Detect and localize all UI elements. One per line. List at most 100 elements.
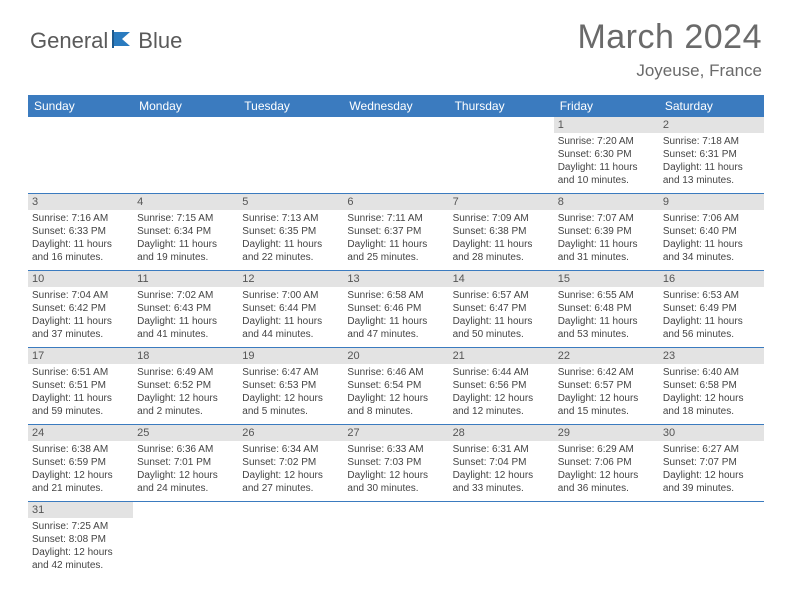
day-details: Sunrise: 6:40 AMSunset: 6:58 PMDaylight:…	[659, 364, 764, 420]
sunset-line: Sunset: 6:40 PM	[663, 225, 760, 238]
daylight2-line: and 24 minutes.	[137, 482, 234, 495]
daylight2-line: and 59 minutes.	[32, 405, 129, 418]
day-of-week-header: SundayMondayTuesdayWednesdayThursdayFrid…	[28, 95, 764, 117]
daylight2-line: and 2 minutes.	[137, 405, 234, 418]
sunset-line: Sunset: 6:58 PM	[663, 379, 760, 392]
daylight1-line: Daylight: 12 hours	[453, 469, 550, 482]
day-details: Sunrise: 6:47 AMSunset: 6:53 PMDaylight:…	[238, 364, 343, 420]
daylight2-line: and 36 minutes.	[558, 482, 655, 495]
sunset-line: Sunset: 6:47 PM	[453, 302, 550, 315]
day-cell: 8Sunrise: 7:07 AMSunset: 6:39 PMDaylight…	[554, 194, 659, 270]
daylight1-line: Daylight: 12 hours	[32, 546, 129, 559]
daylight1-line: Daylight: 12 hours	[347, 469, 444, 482]
sunset-line: Sunset: 7:01 PM	[137, 456, 234, 469]
daylight2-line: and 16 minutes.	[32, 251, 129, 264]
sunrise-line: Sunrise: 6:55 AM	[558, 289, 655, 302]
flag-icon	[112, 30, 134, 53]
day-number: 3	[28, 194, 133, 210]
daylight1-line: Daylight: 11 hours	[32, 238, 129, 251]
day-number: 9	[659, 194, 764, 210]
day-details: Sunrise: 6:42 AMSunset: 6:57 PMDaylight:…	[554, 364, 659, 420]
day-details: Sunrise: 7:04 AMSunset: 6:42 PMDaylight:…	[28, 287, 133, 343]
sunrise-line: Sunrise: 6:44 AM	[453, 366, 550, 379]
sunset-line: Sunset: 6:33 PM	[32, 225, 129, 238]
day-number: 4	[133, 194, 238, 210]
day-number: 27	[343, 425, 448, 441]
day-number: 6	[343, 194, 448, 210]
daylight1-line: Daylight: 11 hours	[137, 315, 234, 328]
sunset-line: Sunset: 6:52 PM	[137, 379, 234, 392]
sunrise-line: Sunrise: 7:11 AM	[347, 212, 444, 225]
daylight1-line: Daylight: 11 hours	[558, 238, 655, 251]
sunrise-line: Sunrise: 6:33 AM	[347, 443, 444, 456]
sunrise-line: Sunrise: 6:53 AM	[663, 289, 760, 302]
week-row: 10Sunrise: 7:04 AMSunset: 6:42 PMDayligh…	[28, 271, 764, 348]
day-details: Sunrise: 6:51 AMSunset: 6:51 PMDaylight:…	[28, 364, 133, 420]
empty-cell: .	[238, 502, 343, 578]
location: Joyeuse, France	[577, 61, 762, 81]
day-details: Sunrise: 7:02 AMSunset: 6:43 PMDaylight:…	[133, 287, 238, 343]
sunrise-line: Sunrise: 6:42 AM	[558, 366, 655, 379]
day-details: Sunrise: 6:38 AMSunset: 6:59 PMDaylight:…	[28, 441, 133, 497]
sunrise-line: Sunrise: 6:36 AM	[137, 443, 234, 456]
week-row: 17Sunrise: 6:51 AMSunset: 6:51 PMDayligh…	[28, 348, 764, 425]
dow-sunday: Sunday	[28, 95, 133, 117]
daylight2-line: and 53 minutes.	[558, 328, 655, 341]
day-number: 2	[659, 117, 764, 133]
daylight1-line: Daylight: 11 hours	[242, 238, 339, 251]
empty-cell: .	[449, 117, 554, 193]
day-number: 20	[343, 348, 448, 364]
daylight1-line: Daylight: 11 hours	[347, 315, 444, 328]
daylight2-line: and 19 minutes.	[137, 251, 234, 264]
day-cell: 6Sunrise: 7:11 AMSunset: 6:37 PMDaylight…	[343, 194, 448, 270]
day-cell: 29Sunrise: 6:29 AMSunset: 7:06 PMDayligh…	[554, 425, 659, 501]
day-cell: 30Sunrise: 6:27 AMSunset: 7:07 PMDayligh…	[659, 425, 764, 501]
day-cell: 1Sunrise: 7:20 AMSunset: 6:30 PMDaylight…	[554, 117, 659, 193]
sunset-line: Sunset: 6:44 PM	[242, 302, 339, 315]
day-number: 18	[133, 348, 238, 364]
sunrise-line: Sunrise: 7:13 AM	[242, 212, 339, 225]
daylight1-line: Daylight: 12 hours	[32, 469, 129, 482]
sunset-line: Sunset: 6:35 PM	[242, 225, 339, 238]
sunrise-line: Sunrise: 6:49 AM	[137, 366, 234, 379]
sunset-line: Sunset: 7:04 PM	[453, 456, 550, 469]
day-number: 29	[554, 425, 659, 441]
sunset-line: Sunset: 6:51 PM	[32, 379, 129, 392]
daylight2-line: and 37 minutes.	[32, 328, 129, 341]
sunrise-line: Sunrise: 7:25 AM	[32, 520, 129, 533]
sunset-line: Sunset: 7:03 PM	[347, 456, 444, 469]
daylight2-line: and 21 minutes.	[32, 482, 129, 495]
header: General Blue March 2024 Joyeuse, France	[0, 0, 792, 89]
day-details: Sunrise: 6:33 AMSunset: 7:03 PMDaylight:…	[343, 441, 448, 497]
dow-friday: Friday	[554, 95, 659, 117]
sunset-line: Sunset: 6:34 PM	[137, 225, 234, 238]
day-number: 25	[133, 425, 238, 441]
day-cell: 25 Sunrise: 6:36 AMSunset: 7:01 PMDayligh…	[133, 425, 238, 501]
sunset-line: Sunset: 6:37 PM	[347, 225, 444, 238]
sunset-line: Sunset: 8:08 PM	[32, 533, 129, 546]
daylight2-line: and 27 minutes.	[242, 482, 339, 495]
day-number: 24	[28, 425, 133, 441]
day-number: 8	[554, 194, 659, 210]
day-cell: 13Sunrise: 6:58 AMSunset: 6:46 PMDayligh…	[343, 271, 448, 347]
day-details: Sunrise: 7:09 AMSunset: 6:38 PMDaylight:…	[449, 210, 554, 266]
daylight1-line: Daylight: 12 hours	[137, 469, 234, 482]
day-cell: 16Sunrise: 6:53 AMSunset: 6:49 PMDayligh…	[659, 271, 764, 347]
day-number: 14	[449, 271, 554, 287]
sunrise-line: Sunrise: 7:02 AM	[137, 289, 234, 302]
empty-cell: .	[28, 117, 133, 193]
day-cell: 21Sunrise: 6:44 AMSunset: 6:56 PMDayligh…	[449, 348, 554, 424]
logo-blue: Blue	[138, 28, 182, 54]
day-cell: 31Sunrise: 7:25 AMSunset: 8:08 PMDayligh…	[28, 502, 133, 578]
sunset-line: Sunset: 6:53 PM	[242, 379, 339, 392]
sunset-line: Sunset: 6:31 PM	[663, 148, 760, 161]
empty-cell: .	[659, 502, 764, 578]
daylight2-line: and 30 minutes.	[347, 482, 444, 495]
daylight1-line: Daylight: 12 hours	[453, 392, 550, 405]
day-cell: 26Sunrise: 6:34 AMSunset: 7:02 PMDayligh…	[238, 425, 343, 501]
day-cell: 10Sunrise: 7:04 AMSunset: 6:42 PMDayligh…	[28, 271, 133, 347]
sunrise-line: Sunrise: 6:51 AM	[32, 366, 129, 379]
week-row: .....1Sunrise: 7:20 AMSunset: 6:30 PMDay…	[28, 117, 764, 194]
sunset-line: Sunset: 6:56 PM	[453, 379, 550, 392]
month-title: March 2024	[577, 18, 762, 57]
